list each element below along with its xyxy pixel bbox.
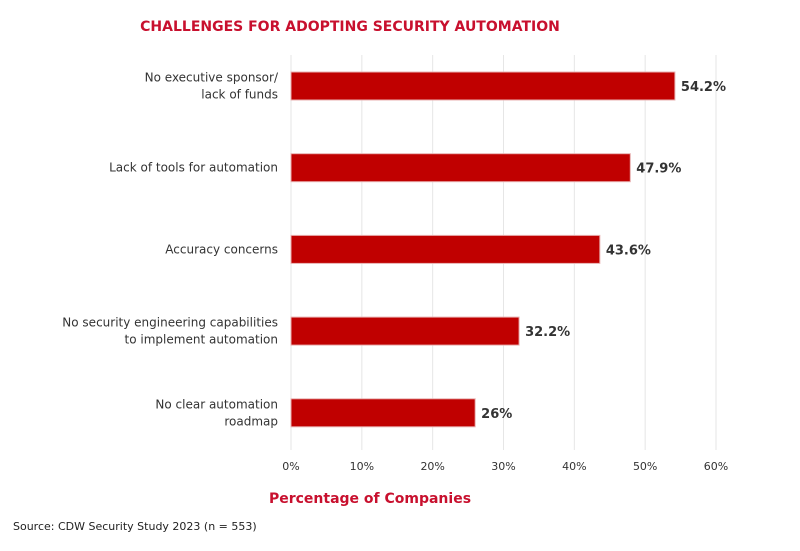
category-label-line: No security engineering capabilities: [62, 316, 278, 330]
x-tick-label: 0%: [282, 460, 299, 473]
value-labels: 54.2% 47.9% 43.6% 32.2% 26%: [481, 80, 726, 422]
category-label: No executive sponsor/lack of funds: [145, 71, 279, 102]
x-tick-label: 30%: [491, 460, 515, 473]
source-note: Source: CDW Security Study 2023 (n = 553…: [13, 520, 257, 533]
x-tick-label: 60%: [704, 460, 728, 473]
bar: [290, 398, 476, 428]
bar: [290, 234, 601, 264]
x-tick-label: 10%: [350, 460, 374, 473]
bars: [290, 71, 676, 428]
category-labels: No executive sponsor/lack of funds Lack o…: [62, 71, 279, 429]
x-tick-label: 40%: [562, 460, 586, 473]
value-label: 54.2%: [681, 80, 726, 95]
bar: [290, 316, 520, 346]
x-axis-title: Percentage of Companies: [269, 491, 471, 507]
category-label-line: lack of funds: [201, 88, 278, 102]
category-label: Accuracy concerns: [165, 242, 278, 256]
value-label: 32.2%: [525, 325, 570, 340]
category-label: Lack of tools for automation: [109, 161, 278, 175]
category-label-line: Lack of tools for automation: [109, 161, 278, 175]
category-label: No clear automation roadmap: [155, 397, 278, 428]
x-tick-label: 50%: [633, 460, 657, 473]
chart-title: CHALLENGES FOR ADOPTING SECURITY AUTOMAT…: [140, 19, 560, 35]
value-label: 47.9%: [636, 162, 681, 177]
value-label: 43.6%: [606, 243, 651, 258]
category-label-line: No clear automation: [155, 397, 278, 411]
category-label-line: No executive sponsor/: [145, 71, 279, 85]
bar: [290, 153, 631, 183]
value-label: 26%: [481, 407, 512, 422]
category-label: No security engineering capabilities to i…: [62, 316, 278, 347]
category-label-line: Accuracy concerns: [165, 242, 278, 256]
x-tick-label: 20%: [420, 460, 444, 473]
bar: [290, 71, 676, 101]
category-label-line: to implement automation: [125, 333, 278, 347]
category-label-line: roadmap: [224, 414, 278, 428]
x-tick-labels: 0% 10% 20% 30% 40% 50% 60%: [282, 460, 728, 473]
